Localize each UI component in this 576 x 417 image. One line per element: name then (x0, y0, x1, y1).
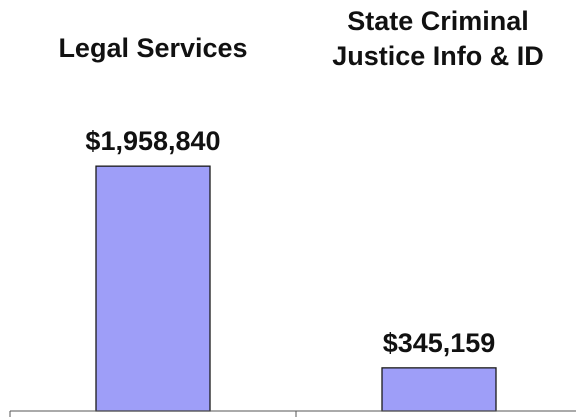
value-labels: $1,958,840 $345,159 (85, 126, 495, 358)
x-axis (9, 410, 576, 417)
category-label: State Criminal (347, 6, 529, 36)
value-label: $345,159 (383, 328, 496, 358)
category-label: Legal Services (58, 33, 247, 63)
bar (95, 165, 211, 412)
bar (381, 367, 497, 412)
category-label: Justice Info & ID (332, 41, 544, 71)
value-label: $1,958,840 (85, 126, 220, 156)
category-labels: Legal Services State Criminal Justice Info… (58, 6, 543, 71)
bars (95, 165, 497, 412)
